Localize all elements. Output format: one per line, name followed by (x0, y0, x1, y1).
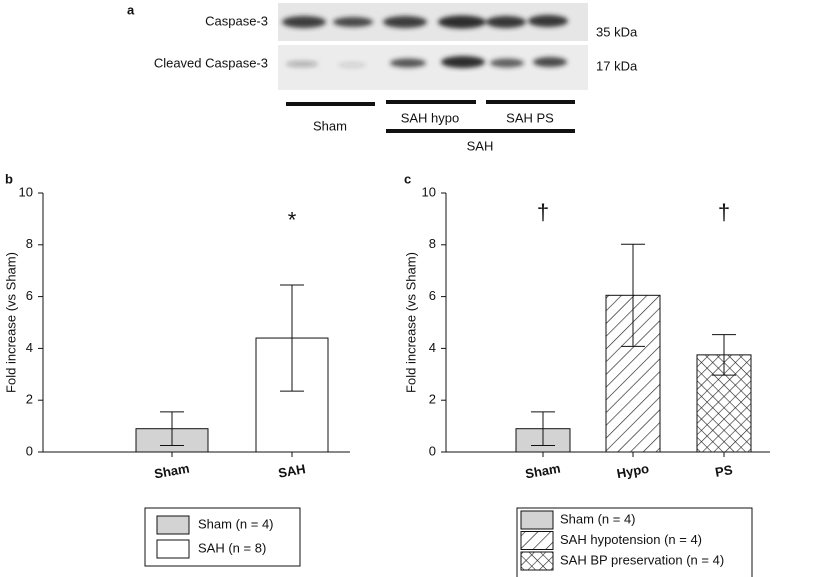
x-tick-label: Sham (153, 460, 190, 481)
row-label: Cleaved Caspase-3 (154, 55, 268, 70)
y-axis-label: Fold increase (vs Sham) (403, 252, 418, 393)
y-tick-label: 2 (429, 392, 436, 407)
legend-box (144, 507, 301, 567)
x-tick-label: Sham (524, 460, 561, 481)
panel-label: b (5, 171, 13, 186)
legend-swatch (520, 531, 554, 550)
legend-box (516, 507, 753, 577)
panel-label: c (404, 171, 411, 186)
legend-label: Sham (n = 4) (560, 511, 636, 526)
x-tick-label: SAH (277, 461, 307, 481)
x-tick-label: Hypo (616, 461, 651, 481)
y-tick-label: 6 (429, 288, 436, 303)
annotation: † (537, 200, 549, 225)
legend-swatch (520, 510, 554, 530)
y-tick-label: 10 (19, 184, 33, 199)
legend-label: SAH (n = 8) (198, 540, 266, 555)
legend-label: SAH hypotension (n = 4) (560, 532, 702, 547)
y-tick-label: 0 (26, 443, 33, 458)
y-tick-label: 8 (429, 236, 436, 251)
size-label: 17 kDa (596, 58, 638, 73)
y-tick-label: 4 (26, 340, 33, 355)
row-label: Caspase-3 (205, 13, 268, 28)
group-label: SAH (467, 138, 494, 153)
x-tick-label: PS (714, 462, 734, 480)
group-label: SAH hypo (401, 110, 460, 125)
group-label: Sham (313, 118, 347, 133)
legend-swatch (156, 539, 190, 559)
panel-label: a (127, 2, 135, 17)
y-tick-label: 8 (26, 236, 33, 251)
legend-swatch (520, 551, 554, 571)
group-label: SAH PS (506, 110, 554, 125)
y-tick-label: 0 (429, 443, 436, 458)
legend-swatch (156, 515, 190, 535)
group-lines (286, 100, 575, 133)
legend-label: SAH BP preservation (n = 4) (560, 552, 724, 567)
annotation: * (288, 207, 297, 232)
y-axis-label: Fold increase (vs Sham) (3, 252, 18, 393)
y-tick-label: 4 (429, 340, 436, 355)
legend-label: Sham (n = 4) (198, 516, 274, 531)
y-tick-label: 10 (422, 184, 436, 199)
annotation: † (718, 200, 730, 225)
size-label: 35 kDa (596, 24, 638, 39)
blot-image (278, 3, 588, 90)
y-tick-label: 6 (26, 288, 33, 303)
y-tick-label: 2 (26, 392, 33, 407)
